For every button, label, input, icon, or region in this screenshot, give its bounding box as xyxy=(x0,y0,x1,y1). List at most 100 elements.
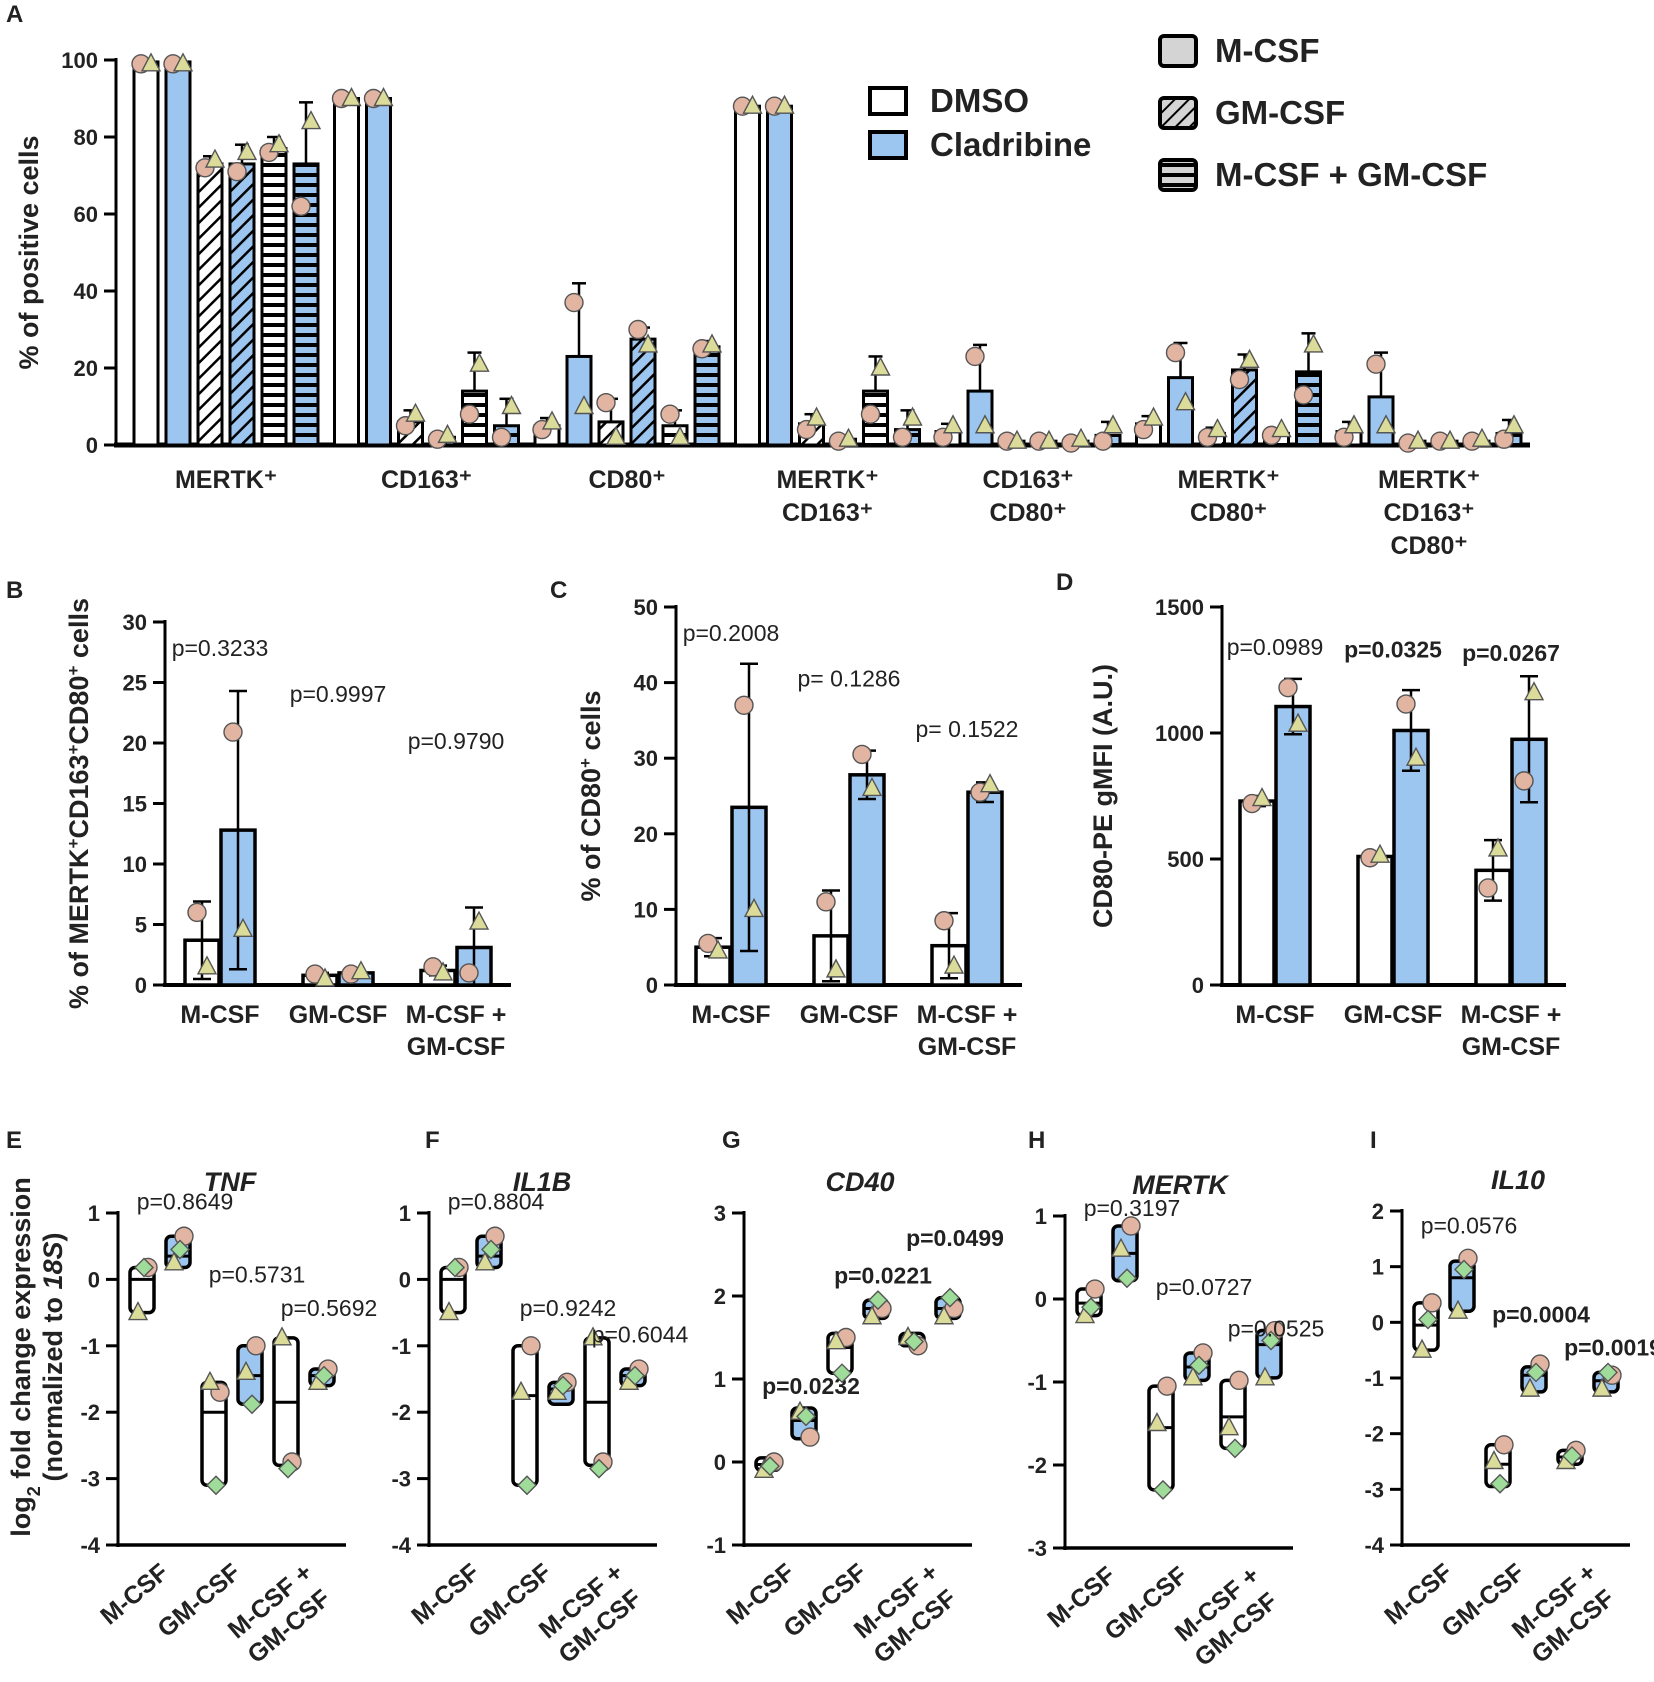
y-axis-title: CD80-PE gMFI (A.U.) xyxy=(1088,664,1118,928)
data-point xyxy=(816,892,836,912)
p-value-label: p=0.9242 xyxy=(520,1295,617,1321)
bar xyxy=(333,97,360,447)
data-point xyxy=(1375,414,1397,434)
data-point xyxy=(1519,1377,1541,1397)
y-tick-label: 3 xyxy=(714,1201,726,1226)
data-point xyxy=(940,1287,960,1308)
y-tick-label: 1 xyxy=(399,1201,411,1226)
data-point xyxy=(1229,1370,1249,1391)
data-point xyxy=(1165,342,1186,363)
y-axis-title: log2 fold change expression xyxy=(6,1177,44,1537)
box xyxy=(1147,1384,1175,1492)
y-tick-label: -2 xyxy=(391,1400,411,1425)
panel-g: G-10123CD40p=0.0232M-CSFp=0.0221GM-CSFp=… xyxy=(706,1127,1003,1669)
x-category-label: CD80⁺ xyxy=(588,466,665,494)
data-point xyxy=(474,1251,496,1271)
data-point xyxy=(605,425,627,445)
y-tick-label: 30 xyxy=(634,746,658,771)
bar xyxy=(260,147,288,447)
y-tick-label: -3 xyxy=(80,1467,100,1492)
data-point xyxy=(892,427,913,447)
data-point xyxy=(1422,1293,1442,1313)
data-point xyxy=(459,404,480,424)
data-point xyxy=(1287,712,1309,732)
data-point xyxy=(1271,418,1292,438)
data-point xyxy=(1038,429,1060,449)
panel-letter: F xyxy=(425,1127,440,1154)
panel-letter: A xyxy=(6,1,23,28)
bar xyxy=(966,389,994,447)
data-point xyxy=(1117,1268,1137,1289)
data-point xyxy=(904,1331,924,1352)
y-tick-label: 20 xyxy=(74,356,98,381)
p-value-label: p=0.5692 xyxy=(281,1295,378,1321)
chart-title: MERTK xyxy=(1132,1170,1230,1200)
data-point xyxy=(199,1370,221,1391)
p-value-label: p=0.0019 xyxy=(1564,1335,1654,1361)
data-point xyxy=(800,1427,820,1447)
data-point xyxy=(314,1365,334,1386)
y-axis-title: % of MERTK+CD163+CD80+ cells xyxy=(64,598,95,1009)
data-point xyxy=(350,960,372,980)
data-point xyxy=(227,161,247,182)
x-category-label: MERTK⁺ xyxy=(1177,466,1279,494)
x-category-label: CD163⁺ xyxy=(782,499,873,527)
bar xyxy=(565,354,593,447)
bar xyxy=(966,790,1004,987)
y-tick-label: 2 xyxy=(714,1284,726,1309)
data-point xyxy=(774,94,795,114)
p-value-label: p=0.9790 xyxy=(408,728,505,754)
panel-letter: D xyxy=(1056,569,1073,596)
data-point xyxy=(405,402,426,422)
data-point xyxy=(1439,429,1461,449)
data-point xyxy=(140,52,162,72)
y-tick-label: 25 xyxy=(123,671,147,696)
x-category-label: CD80⁺ xyxy=(1190,499,1267,527)
data-point xyxy=(974,414,996,434)
legend: DMSO Cladribine M-CSF GM-CSF M-CSF + GM-CSF xyxy=(868,32,1487,193)
data-point xyxy=(1405,746,1427,766)
chart-title: IL10 xyxy=(1491,1165,1545,1195)
y-tick-label: 2 xyxy=(1372,1199,1384,1224)
p-value-label: p=0.0499 xyxy=(906,1225,1004,1251)
data-point xyxy=(445,1257,465,1278)
x-category-label: CD163⁺ xyxy=(381,466,472,494)
bar xyxy=(196,162,224,447)
y-tick-label: 80 xyxy=(74,125,98,150)
data-point xyxy=(314,967,336,987)
y-tick-label: 60 xyxy=(74,202,98,227)
y-tick-label: -1 xyxy=(80,1334,100,1359)
data-point xyxy=(501,395,522,415)
bar xyxy=(1392,728,1430,987)
data-point xyxy=(1006,429,1028,449)
panel-letter: B xyxy=(6,577,23,604)
y-tick-label: 0 xyxy=(646,973,658,998)
data-point xyxy=(1487,837,1509,857)
panel-letter: E xyxy=(6,1127,22,1154)
x-category-label: GM-CSF xyxy=(289,1001,388,1029)
bar xyxy=(164,60,192,447)
data-point xyxy=(491,427,512,447)
data-point xyxy=(734,695,754,715)
legend-swatch xyxy=(1158,158,1198,192)
y-tick-label: 1 xyxy=(88,1201,100,1226)
p-value-label: p=0.0525 xyxy=(1228,1315,1325,1341)
x-category-label: CD163⁺ xyxy=(1383,499,1474,527)
data-point xyxy=(481,1239,501,1260)
y-tick-label: 0 xyxy=(1192,973,1204,998)
x-category-label: M-CSF + xyxy=(1461,1001,1562,1029)
data-point xyxy=(1175,391,1196,411)
y-tick-label: -2 xyxy=(1027,1453,1047,1478)
y-tick-label: 40 xyxy=(634,671,658,696)
data-point xyxy=(1254,1366,1276,1386)
data-point xyxy=(235,1360,257,1381)
y-tick-label: 10 xyxy=(634,897,658,922)
x-category-label: M-CSF xyxy=(180,1001,259,1029)
data-point xyxy=(1411,1338,1433,1358)
data-point xyxy=(625,1365,645,1386)
panel-letter: I xyxy=(1370,1127,1377,1154)
bar xyxy=(848,773,886,987)
data-point xyxy=(1093,431,1113,451)
chart-title: CD40 xyxy=(825,1167,894,1197)
y-tick-label: -1 xyxy=(706,1533,726,1558)
